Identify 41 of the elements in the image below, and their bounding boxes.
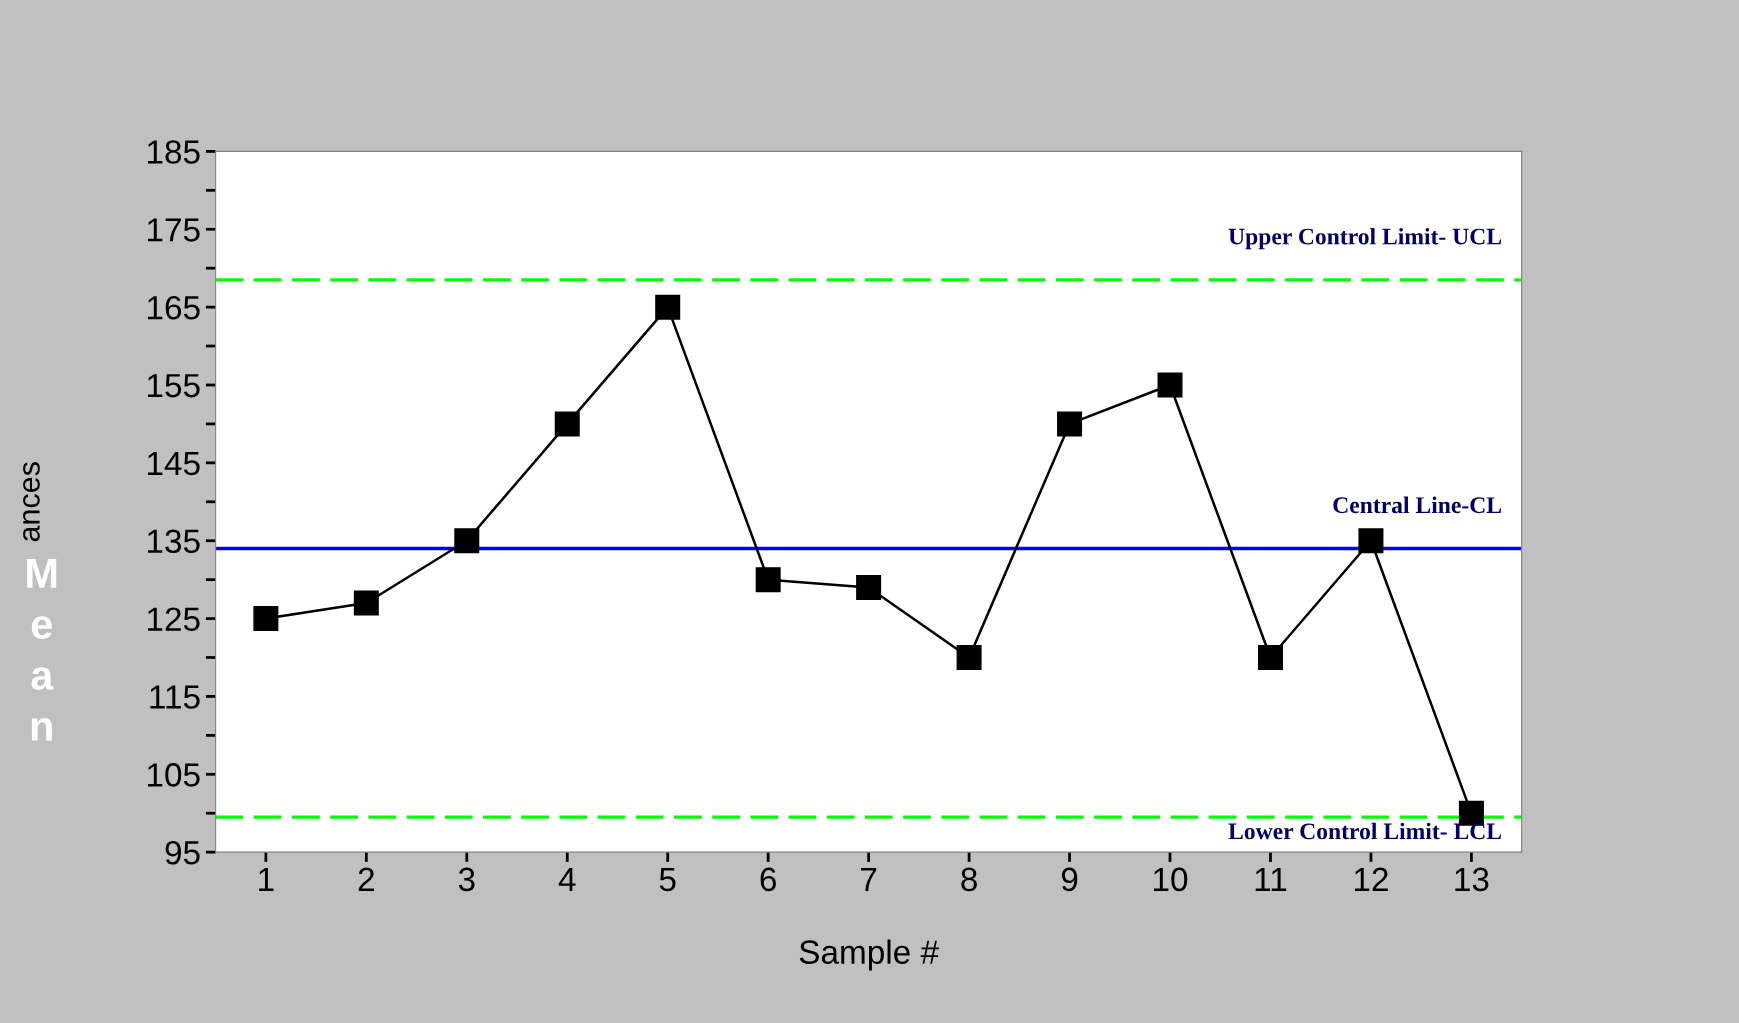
ref-line-label: Upper Control Limit- UCL [1228, 227, 1502, 250]
x-tick-label: 9 [1061, 867, 1078, 892]
point [1157, 372, 1183, 398]
y-tick-label: 115 [150, 685, 200, 709]
y-tick-label: 145 [147, 452, 200, 476]
x-tick-label: 4 [558, 867, 576, 891]
x-tick-label: 13 [1455, 867, 1489, 892]
point [1358, 528, 1384, 554]
x-tick-label: 8 [961, 867, 977, 892]
y-tick-label: 185 [147, 140, 200, 164]
y-tick-label: 105 [147, 763, 200, 787]
x-tick-label: 2 [358, 867, 374, 891]
point [856, 574, 882, 600]
point [1057, 411, 1083, 437]
x-tick-label: 11 [1255, 867, 1287, 891]
ref-line-label: Central Line-CL [1333, 496, 1502, 514]
x-tick-label: 5 [659, 867, 676, 892]
text: Mean [27, 559, 57, 741]
y-tick-label: 125 [147, 607, 200, 631]
y-tick-label: 165 [147, 295, 200, 320]
x-tick-label: 1 [259, 867, 274, 891]
x-tick-label: 6 [760, 867, 776, 892]
y-axis-title: ances [23, 462, 40, 542]
x-tick-label: 10 [1154, 867, 1188, 892]
point [956, 645, 982, 671]
y-tick-label: 135 [147, 529, 200, 554]
y-tick-label: 155 [147, 374, 200, 398]
ref-line-label: Lower Control Limit- LCL [1228, 822, 1502, 840]
point [655, 294, 681, 320]
point [253, 606, 279, 632]
x-axis-title: Sample # [799, 939, 939, 971]
point [755, 567, 781, 593]
point [353, 590, 379, 616]
x-tick-label: 7 [861, 867, 877, 891]
x-tick-label: 3 [458, 867, 475, 892]
x-tick-label: 12 [1354, 867, 1388, 891]
point [554, 411, 580, 437]
y-tick-label: 95 [165, 840, 200, 865]
y-tick-label: 175 [147, 218, 200, 242]
point [1257, 645, 1283, 671]
point [454, 528, 480, 554]
